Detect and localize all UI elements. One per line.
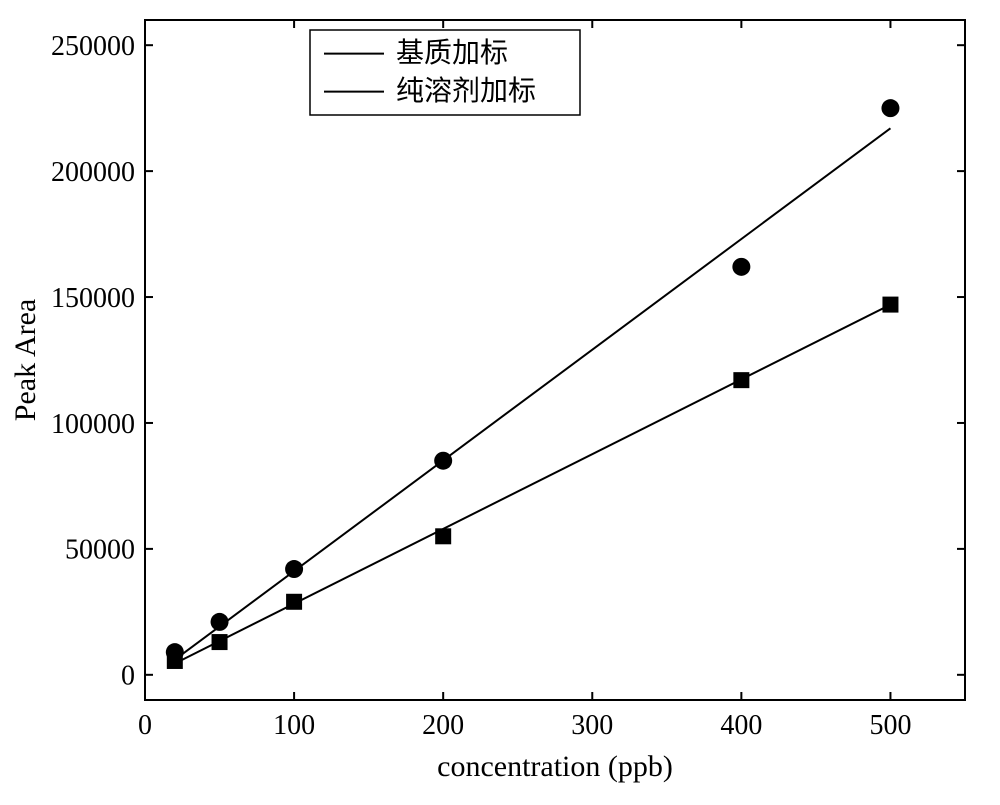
data-point-square [212, 634, 228, 650]
data-point-circle [732, 258, 750, 276]
x-tick-label: 100 [273, 710, 315, 741]
y-tick-label: 0 [121, 661, 135, 692]
x-tick-label: 400 [720, 710, 762, 741]
chart-svg: 0 100 200 300 400 500 0 50000 100000 150000 200000… [0, 0, 1000, 805]
data-point-circle [211, 613, 229, 631]
x-tick-label: 200 [422, 710, 464, 741]
data-point-square [286, 594, 302, 610]
data-point-square [882, 297, 898, 313]
y-tick-label: 100000 [51, 409, 135, 440]
legend-label: 纯溶剂加标 [396, 75, 536, 107]
data-point-circle [434, 452, 452, 470]
data-point-square [167, 653, 183, 669]
y-tick-label: 50000 [65, 535, 135, 566]
data-point-circle [881, 99, 899, 117]
x-tick-label: 500 [869, 710, 911, 741]
chart-container: 0 100 200 300 400 500 0 50000 100000 150000 200000… [0, 0, 1000, 805]
y-tick-label: 150000 [51, 283, 135, 314]
y-axis-label: Peak Area [9, 299, 42, 421]
x-tick-label: 300 [571, 710, 613, 741]
y-tick-label: 200000 [51, 157, 135, 188]
y-tick-label: 250000 [51, 31, 135, 62]
data-point-square [733, 372, 749, 388]
legend-label: 基质加标 [396, 37, 508, 69]
data-point-circle [285, 560, 303, 578]
data-point-square [435, 528, 451, 544]
x-axis-label: concentration (ppb) [437, 750, 673, 783]
x-tick-label: 0 [138, 710, 152, 741]
